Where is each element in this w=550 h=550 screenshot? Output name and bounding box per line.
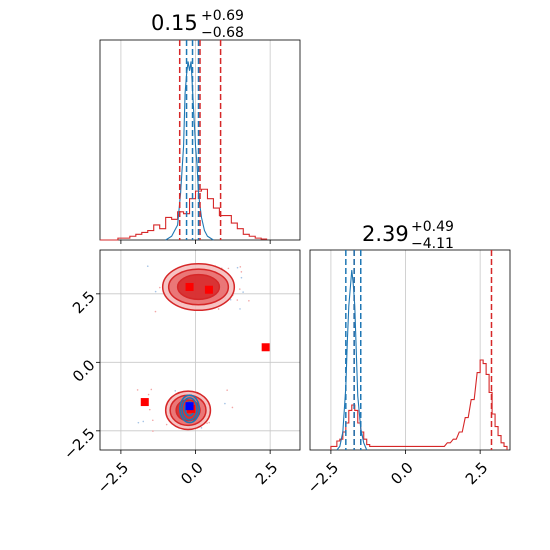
joint-y-tick-labels: −2.5 0.0 2.5 xyxy=(60,288,98,463)
x-tick-label: 0.0 xyxy=(387,459,417,489)
scatter-point xyxy=(239,266,242,268)
red-square-marker xyxy=(185,282,194,291)
param2-title-value: 2.39 xyxy=(362,222,409,246)
param2-title-plus: +0.49 xyxy=(411,219,454,235)
param2-title-minus: −4.11 xyxy=(411,236,454,252)
y-tick-label: 2.5 xyxy=(69,288,99,318)
param2-blue-histogram xyxy=(336,269,368,451)
param1-title-value: 0.15 xyxy=(151,11,198,35)
scatter-point xyxy=(240,276,243,279)
red-square-marker xyxy=(140,398,149,407)
scatter-point xyxy=(158,286,161,289)
y-tick-label: −2.5 xyxy=(60,425,98,463)
scatter-point xyxy=(238,288,241,290)
scatter-point xyxy=(208,421,210,424)
red-contour-level xyxy=(176,273,221,301)
scatter-point xyxy=(154,310,157,313)
red-square-marker xyxy=(204,285,213,294)
scatter-point xyxy=(227,267,230,270)
param1-title-minus: −0.68 xyxy=(201,25,244,41)
param2-x-tick-labels: −2.5 0.0 2.5 xyxy=(304,459,492,497)
scatter-point xyxy=(239,308,241,310)
scatter-point xyxy=(236,266,239,269)
x-tick-label: −2.5 xyxy=(304,459,342,497)
param2-histogram-panel xyxy=(309,249,511,454)
red-square-marker xyxy=(261,343,270,352)
x-tick-label: 2.5 xyxy=(252,459,282,489)
scatter-point xyxy=(165,423,168,426)
blue-contour-level xyxy=(179,394,201,424)
scatter-point xyxy=(217,308,220,310)
scatter-point xyxy=(248,299,250,302)
blue-contour-level xyxy=(181,397,198,421)
param1-red-histogram xyxy=(100,188,268,241)
scatter-point xyxy=(146,265,149,268)
scatter-point xyxy=(200,427,203,429)
scatter-point xyxy=(224,402,226,405)
scatter-point xyxy=(142,420,145,423)
scatter-point xyxy=(147,393,150,396)
scatter-point xyxy=(206,422,208,424)
param1-blue-histogram xyxy=(165,61,214,241)
scatter-point xyxy=(150,388,153,391)
joint-contour-panel xyxy=(96,249,301,454)
param1-title-plus: +0.69 xyxy=(201,8,244,24)
scatter-point xyxy=(154,290,157,293)
scatter-point xyxy=(236,299,239,301)
param1-histogram-panel xyxy=(99,39,301,244)
scatter-point xyxy=(148,408,151,411)
scatter-point xyxy=(137,421,140,424)
panel-frame xyxy=(99,249,301,451)
scatter-point xyxy=(240,271,243,273)
scatter-point xyxy=(229,298,232,301)
panel-frame xyxy=(309,249,511,451)
scatter-point xyxy=(136,389,139,391)
y-tick-label: 0.0 xyxy=(69,356,99,386)
scatter-point xyxy=(174,390,177,392)
x-tick-label: 2.5 xyxy=(462,459,492,489)
blue-square-marker xyxy=(185,402,194,411)
scatter-point xyxy=(226,389,228,391)
scatter-point xyxy=(231,406,234,409)
scatter-point xyxy=(152,430,154,432)
scatter-point xyxy=(242,291,244,293)
scatter-point xyxy=(151,419,154,422)
joint-x-tick-labels: −2.5 0.0 2.5 xyxy=(94,459,282,497)
x-tick-label: −2.5 xyxy=(94,459,132,497)
x-tick-label: 0.0 xyxy=(177,459,207,489)
